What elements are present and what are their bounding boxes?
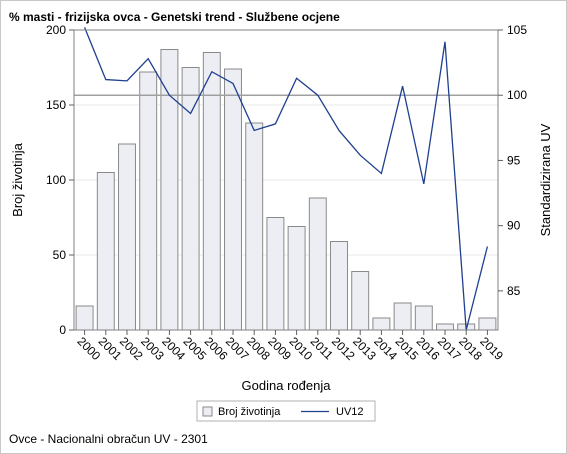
- bar: [160, 49, 179, 331]
- bar: [372, 317, 391, 331]
- line-layer: [83, 27, 489, 331]
- bar: [414, 305, 433, 331]
- chart-title: % masti - frizijska ovca - Genetski tren…: [9, 10, 340, 24]
- left-tick-label: 50: [53, 248, 67, 262]
- bar: [330, 241, 348, 331]
- x-tick-label: 2000: [74, 334, 103, 363]
- bar: [118, 143, 136, 331]
- right-tick-label: 100: [507, 88, 527, 102]
- bar: [478, 317, 497, 331]
- legend-swatch-bar: [202, 406, 213, 417]
- bar: [202, 52, 221, 331]
- bar: [436, 323, 454, 331]
- left-tick-label: 150: [46, 98, 66, 112]
- bar: [393, 302, 412, 331]
- footnote: Ovce - Nacionalni obračun UV - 2301: [9, 432, 208, 446]
- legend-box: [196, 400, 376, 422]
- left-tick-label: 0: [59, 323, 66, 337]
- legend-label-bar: Broj životinja: [218, 406, 281, 418]
- axis-layer: 0501001502008590951001052000200120022003…: [10, 23, 553, 393]
- legend-label-line: UV12: [336, 406, 364, 418]
- series-line-uv12: [83, 27, 489, 331]
- y-axis-label: Broj životinja: [10, 142, 25, 216]
- bar: [351, 271, 370, 331]
- bar: [75, 305, 94, 331]
- right-tick-label: 95: [507, 153, 521, 167]
- legend: Broj životinja UV12: [196, 400, 376, 422]
- bar: [266, 217, 285, 331]
- bar-layer: [75, 49, 497, 331]
- bar: [181, 67, 200, 331]
- bar: [287, 226, 306, 331]
- grid-layer: [74, 29, 498, 256]
- bar: [308, 197, 327, 331]
- bar: [245, 122, 264, 331]
- bar: [224, 68, 242, 331]
- left-tick-label: 100: [46, 173, 66, 187]
- x-axis-label: Godina rođenja: [242, 378, 332, 393]
- bar: [139, 71, 158, 331]
- right-tick-label: 90: [507, 219, 521, 233]
- y2-axis-label: Standardizirana UV: [538, 123, 553, 236]
- left-tick-label: 200: [46, 23, 66, 37]
- right-tick-label: 85: [507, 284, 521, 298]
- right-tick-label: 105: [507, 23, 527, 37]
- bar: [96, 172, 115, 331]
